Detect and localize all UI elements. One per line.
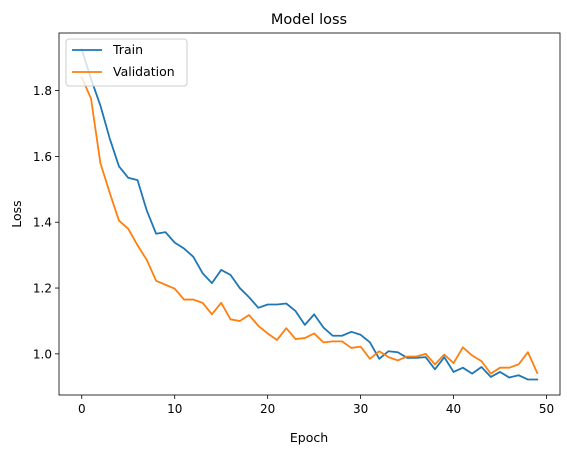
x-tick-label: 40 bbox=[446, 402, 461, 416]
x-tick-label: 50 bbox=[539, 402, 554, 416]
legend: Train Validation bbox=[65, 38, 188, 87]
series-line-train bbox=[80, 48, 539, 381]
series-layer bbox=[80, 48, 539, 381]
x-tick-label: 30 bbox=[353, 402, 368, 416]
y-tick-label: 1.2 bbox=[33, 282, 52, 296]
x-tick-label: 20 bbox=[260, 402, 275, 416]
plot-frame bbox=[58, 32, 561, 396]
legend-label-validation: Validation bbox=[113, 64, 175, 79]
legend-label-train: Train bbox=[112, 42, 143, 57]
x-axis: 0 10 20 30 40 50 bbox=[78, 395, 554, 416]
x-tick-label: 0 bbox=[78, 402, 86, 416]
y-tick-label: 1.4 bbox=[33, 216, 52, 230]
x-axis-title: Epoch bbox=[290, 430, 328, 445]
x-tick-label: 10 bbox=[167, 402, 182, 416]
y-tick-label: 1.0 bbox=[33, 347, 52, 361]
y-tick-label: 1.8 bbox=[33, 84, 52, 98]
y-axis-title: Loss bbox=[9, 200, 24, 227]
y-axis: 1.0 1.2 1.4 1.6 1.8 bbox=[33, 84, 59, 361]
series-line-validation bbox=[80, 76, 539, 375]
y-tick-label: 1.6 bbox=[33, 150, 52, 164]
chart-title: Model loss bbox=[271, 12, 347, 28]
